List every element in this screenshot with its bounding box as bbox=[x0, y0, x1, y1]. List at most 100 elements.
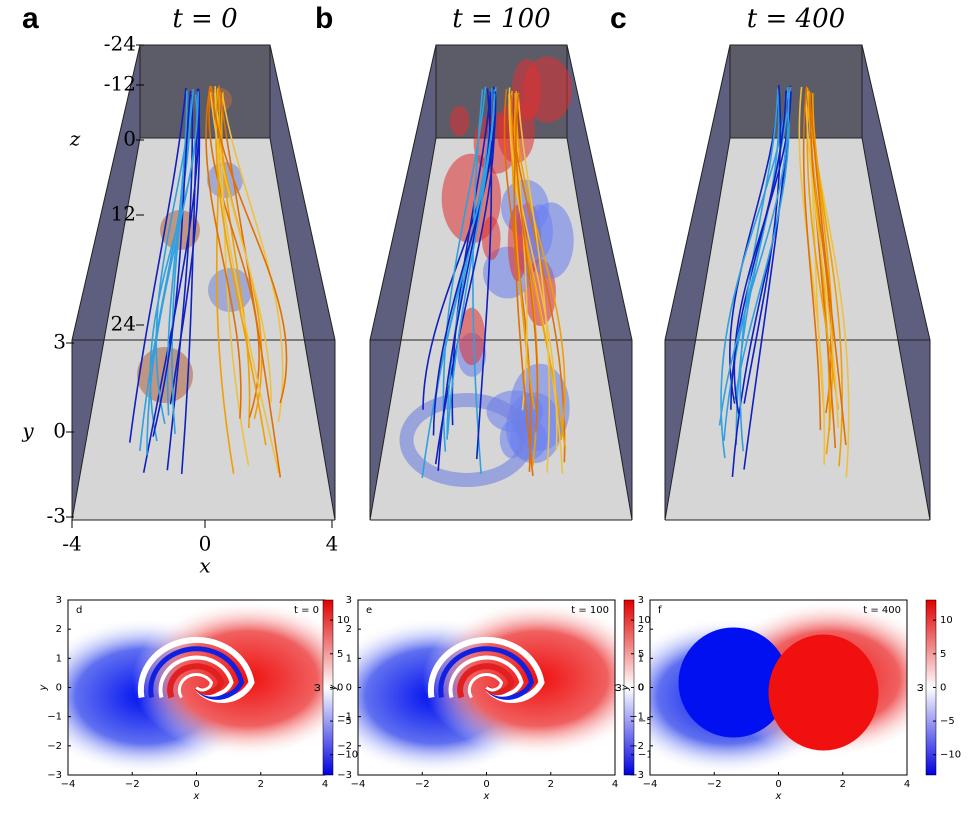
heatmap-label: f bbox=[658, 605, 662, 616]
y-axis-label: y bbox=[620, 683, 631, 691]
x-tick-label: 0 bbox=[483, 779, 489, 790]
y-tick-label: −3 bbox=[337, 770, 352, 781]
x-tick-label: 4 bbox=[322, 779, 328, 790]
x-tick-label: −2 bbox=[125, 779, 140, 790]
y-tick-label: −3 bbox=[629, 770, 644, 781]
y-tick-label: 2 bbox=[638, 624, 644, 635]
vortex-arm bbox=[448, 655, 524, 699]
vortex-arm bbox=[167, 663, 225, 699]
x-tick-label: 4 bbox=[326, 532, 339, 556]
streamline bbox=[128, 87, 187, 443]
vortex-arm bbox=[438, 646, 535, 700]
floor bbox=[665, 138, 930, 520]
colorbar-label: ω bbox=[613, 683, 624, 691]
vortex-blob bbox=[449, 105, 470, 137]
streamline bbox=[730, 90, 787, 410]
x-tick-label: 0 bbox=[193, 779, 199, 790]
streamline bbox=[718, 87, 790, 426]
vortex-arm bbox=[148, 646, 245, 700]
heatmap-field bbox=[650, 600, 907, 775]
colorbar-tick-label: −5 bbox=[638, 716, 653, 727]
z-tick-label: 12 bbox=[111, 202, 136, 226]
vortex-blob bbox=[522, 56, 573, 123]
streamline bbox=[517, 93, 551, 473]
heatmap-field bbox=[68, 600, 325, 775]
heatmap-time: t = 100 bbox=[571, 605, 609, 616]
vortex-ring bbox=[399, 393, 534, 487]
panel-title: t = 100 bbox=[452, 4, 550, 34]
streamline bbox=[166, 90, 188, 416]
vortex-arm bbox=[457, 663, 515, 699]
heatmap-time: t = 0 bbox=[294, 605, 319, 616]
streamline bbox=[743, 84, 782, 404]
streamline bbox=[446, 93, 496, 435]
x-tick-label: 2 bbox=[548, 779, 554, 790]
y-tick-label: −1 bbox=[337, 712, 352, 723]
back-wall bbox=[139, 44, 271, 139]
panel-label: b bbox=[315, 2, 333, 35]
streamline bbox=[422, 86, 496, 410]
x-axis-label: x bbox=[775, 791, 782, 802]
y-tick-label: 0 bbox=[53, 419, 66, 443]
streamline bbox=[437, 91, 492, 471]
z-axis-label: z bbox=[69, 127, 81, 151]
colorbar-label: ω bbox=[915, 683, 926, 691]
colorbar-tick-label: 10 bbox=[638, 615, 651, 626]
streamline bbox=[146, 91, 199, 456]
streamline bbox=[220, 92, 251, 429]
x-tick-label: −4 bbox=[351, 779, 366, 790]
colorbar-tick-label: 5 bbox=[638, 649, 644, 660]
streamline bbox=[808, 94, 837, 449]
streamline bbox=[723, 89, 780, 441]
back-wall bbox=[729, 44, 863, 139]
streamline bbox=[208, 86, 260, 418]
streamline bbox=[508, 87, 558, 451]
y-axis-label: y bbox=[328, 683, 339, 691]
colorbar-tick-label: 5 bbox=[337, 649, 343, 660]
streamline bbox=[166, 94, 194, 471]
streamline bbox=[804, 93, 839, 428]
colorbar-tick-label: 0 bbox=[337, 682, 343, 693]
streamline bbox=[142, 91, 200, 473]
y-tick-label: 3 bbox=[638, 595, 644, 606]
y-tick-label: 3 bbox=[346, 595, 352, 606]
panel-label: a bbox=[22, 2, 39, 35]
x-tick-label: −2 bbox=[707, 779, 722, 790]
streamline bbox=[734, 88, 790, 402]
x-axis-label: x bbox=[199, 554, 210, 578]
panel-title: t = 400 bbox=[747, 4, 845, 34]
y-axis-label: y bbox=[38, 683, 49, 691]
colorbar-tick-label: 5 bbox=[940, 649, 946, 660]
x-tick-label: −4 bbox=[643, 779, 658, 790]
colorbar-tick-label: −5 bbox=[337, 716, 352, 727]
streamline bbox=[432, 91, 497, 436]
streamline bbox=[513, 92, 534, 476]
x-tick-label: -4 bbox=[62, 532, 81, 556]
x-tick-label: 0 bbox=[775, 779, 781, 790]
y-tick-label: 0 bbox=[56, 683, 62, 694]
heatmap-time: t = 400 bbox=[863, 605, 901, 616]
y-tick-label: 1 bbox=[346, 653, 352, 664]
heatmap-field bbox=[358, 600, 615, 775]
y-tick-label: -3 bbox=[47, 504, 66, 528]
y-tick-label: −1 bbox=[47, 712, 62, 723]
colorbar-tick-label: 10 bbox=[337, 615, 350, 626]
x-axis-label: x bbox=[193, 791, 200, 802]
y-tick-label: −3 bbox=[47, 770, 62, 781]
x-tick-label: 4 bbox=[612, 779, 618, 790]
streamline bbox=[802, 86, 822, 431]
y-tick-label: 3 bbox=[56, 595, 62, 606]
streamline bbox=[475, 88, 493, 460]
streamline bbox=[152, 91, 192, 437]
colorbar-tick-label: −10 bbox=[638, 750, 659, 761]
panel-label: c bbox=[610, 2, 627, 35]
floor bbox=[72, 138, 335, 520]
colorbar-label: ω bbox=[312, 683, 323, 691]
streamline bbox=[205, 85, 242, 419]
streamline bbox=[210, 86, 288, 404]
streamline bbox=[472, 89, 484, 474]
colorbar-tick-label: 0 bbox=[940, 682, 946, 693]
y-tick-label: −2 bbox=[337, 741, 352, 752]
y-tick-label: 3 bbox=[53, 330, 66, 354]
y-tick-label: −2 bbox=[629, 741, 644, 752]
